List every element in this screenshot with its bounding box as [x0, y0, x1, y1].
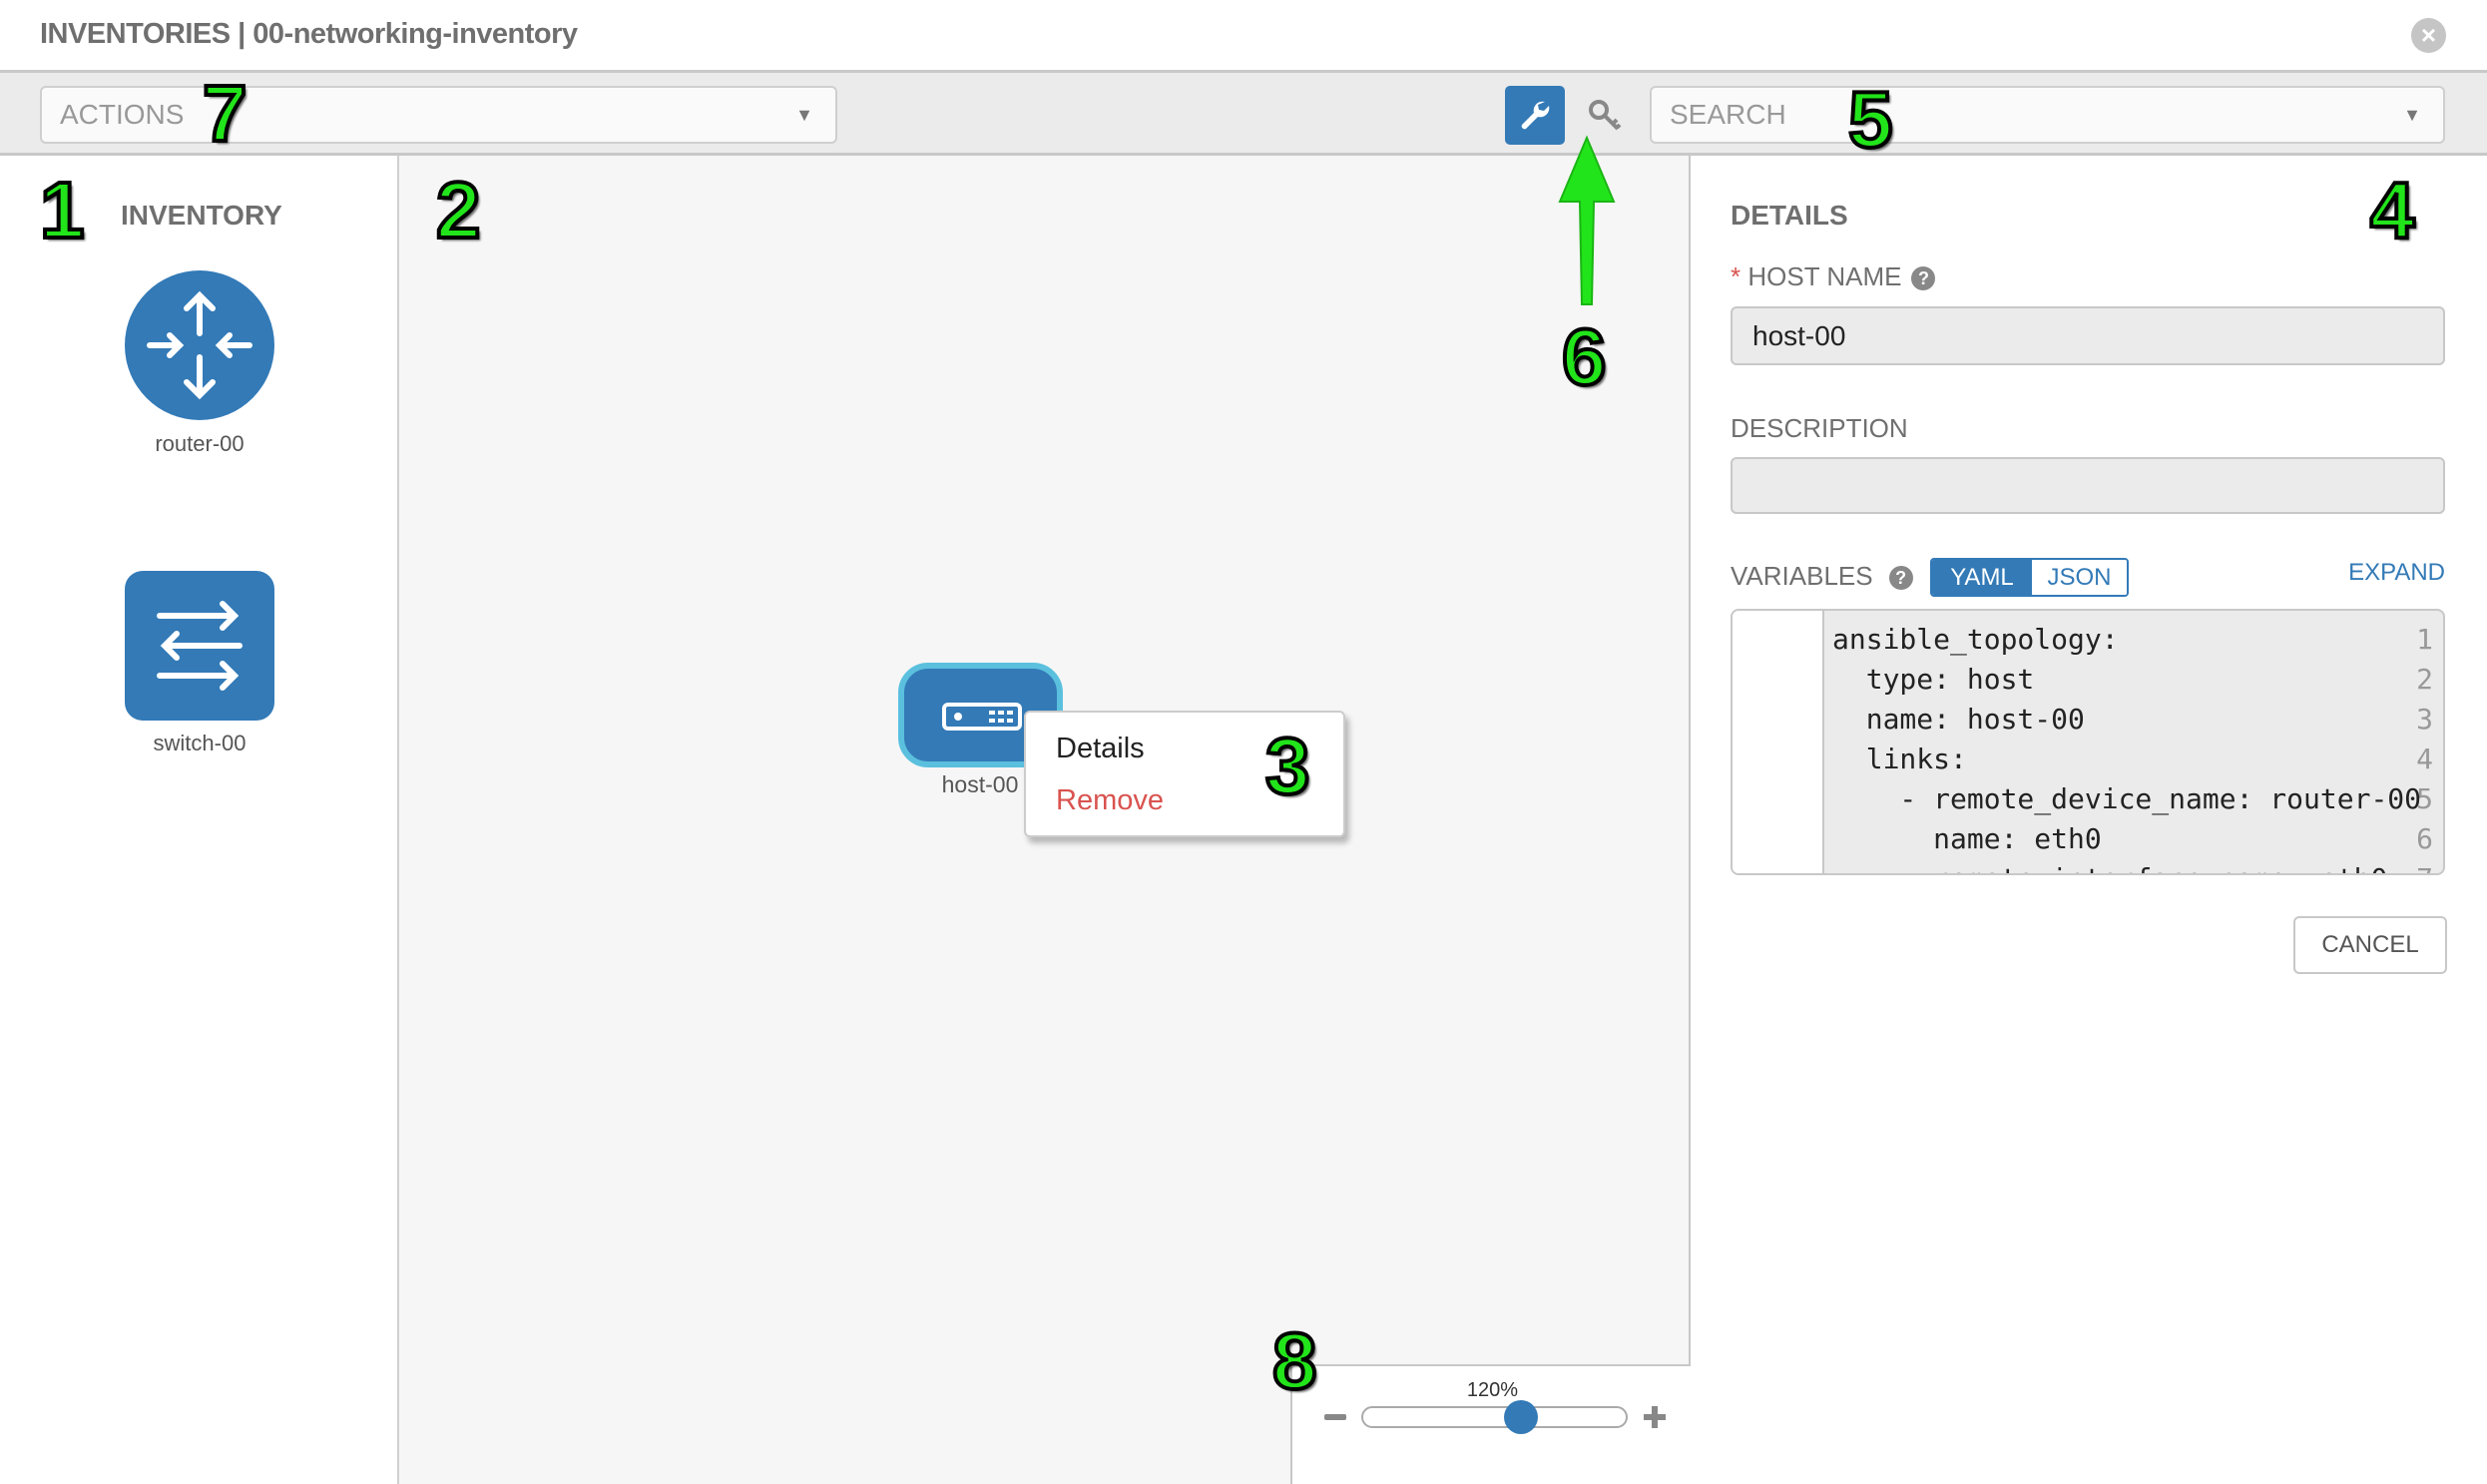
- host-name-label: * HOST NAME?: [1731, 261, 1936, 292]
- annotation-marker: 8: [1270, 1314, 1318, 1407]
- code-line: type: host: [1832, 663, 2035, 696]
- description-label: DESCRIPTION: [1731, 413, 1908, 443]
- zoom-in-icon[interactable]: [1644, 1406, 1666, 1428]
- line-number: 7: [2373, 862, 2433, 873]
- details-title: DETAILS: [1731, 200, 1848, 231]
- inventory-panel: INVENTORY router-00 switch-00: [0, 156, 399, 1484]
- yaml-toggle[interactable]: YAML: [1932, 560, 2032, 595]
- line-number: 2: [2416, 663, 2433, 696]
- zoom-widget: 120%: [1290, 1364, 1691, 1484]
- search-dropdown[interactable]: SEARCH ▼: [1650, 86, 2445, 144]
- required-mark: *: [1731, 261, 1741, 291]
- description-input[interactable]: [1731, 457, 2445, 514]
- host-icon: [942, 703, 1022, 731]
- inventory-item-router[interactable]: [125, 270, 274, 420]
- topology-canvas[interactable]: host-00 Details Remove 120%: [399, 156, 1691, 1484]
- annotation-marker: 6: [1560, 310, 1608, 403]
- close-icon[interactable]: ×: [2411, 18, 2446, 53]
- host-name-input[interactable]: host-00: [1731, 306, 2445, 365]
- help-icon[interactable]: ?: [1888, 566, 1913, 591]
- inventory-item-label: router-00: [155, 431, 245, 456]
- expand-link[interactable]: EXPAND: [2348, 559, 2445, 586]
- variables-label-text: VARIABLES: [1731, 561, 1873, 591]
- code-line: name: eth0: [1832, 822, 2102, 855]
- annotation-marker: 5: [1846, 73, 1894, 166]
- code-line: - remote_device_name: router-00: [1832, 782, 2422, 815]
- actions-placeholder: ACTIONS: [60, 99, 185, 130]
- toolbar: ACTIONS ▼ SEARCH ▼: [0, 73, 2487, 156]
- variables-label: VARIABLES?: [1731, 561, 1913, 592]
- zoom-out-icon[interactable]: [1324, 1414, 1346, 1420]
- wrench-button[interactable]: [1505, 86, 1565, 145]
- annotation-marker: 3: [1263, 720, 1311, 812]
- annotation-marker: 1: [38, 164, 86, 256]
- zoom-level: 120%: [1466, 1379, 1519, 1401]
- host-name-label-text: HOST NAME: [1747, 261, 1902, 291]
- line-number-gutter: [1733, 611, 1824, 873]
- cancel-button[interactable]: CANCEL: [2293, 916, 2447, 974]
- variables-editor[interactable]: 1 ansible_topology: 2 type: host 3 name: ho…: [1731, 609, 2445, 875]
- context-menu: Details Remove: [1024, 711, 1345, 837]
- page-title: INVENTORIES | 00-networking-inventory: [40, 18, 578, 50]
- annotation-arrow-icon: [1558, 135, 1616, 305]
- annotation-marker: 4: [2368, 164, 2416, 256]
- chevron-down-icon: ▼: [795, 105, 813, 125]
- line-number: 6: [2416, 822, 2433, 855]
- inventory-item-switch[interactable]: [125, 571, 274, 721]
- format-toggle: YAML JSON: [1930, 558, 2129, 597]
- annotation-marker: 2: [434, 164, 482, 256]
- line-number: 1: [2416, 623, 2433, 656]
- menu-item-remove[interactable]: Remove: [1056, 784, 1164, 816]
- code-line: name: host-00: [1832, 703, 2085, 736]
- inventory-title: INVENTORY: [121, 200, 282, 231]
- host-node-label: host-00: [941, 771, 1019, 797]
- line-number: 3: [2416, 703, 2433, 736]
- help-icon[interactable]: ?: [1911, 266, 1936, 291]
- json-toggle[interactable]: JSON: [2032, 560, 2127, 595]
- code-line: links:: [1832, 742, 1967, 775]
- actions-dropdown[interactable]: ACTIONS ▼: [40, 86, 837, 144]
- wrench-icon: [1521, 101, 1550, 130]
- inventory-item-label: switch-00: [153, 731, 247, 755]
- annotation-marker: 7: [201, 67, 249, 160]
- code-line: ansible_topology:: [1832, 623, 2119, 656]
- menu-item-details[interactable]: Details: [1056, 733, 1145, 764]
- zoom-slider[interactable]: [1361, 1406, 1628, 1428]
- chevron-down-icon: ▼: [2403, 105, 2421, 125]
- line-number: 4: [2416, 742, 2433, 775]
- search-placeholder: SEARCH: [1670, 99, 1786, 130]
- zoom-slider-thumb[interactable]: [1503, 1400, 1538, 1434]
- header: INVENTORIES | 00-networking-inventory ×: [0, 0, 2487, 73]
- router-icon: [147, 290, 252, 400]
- switch-icon: [157, 601, 243, 691]
- line-number: 5: [2416, 782, 2433, 815]
- key-icon: [1589, 100, 1622, 131]
- code-line: remote_interface_name: eth0: [1832, 862, 2387, 873]
- key-button[interactable]: [1585, 96, 1625, 136]
